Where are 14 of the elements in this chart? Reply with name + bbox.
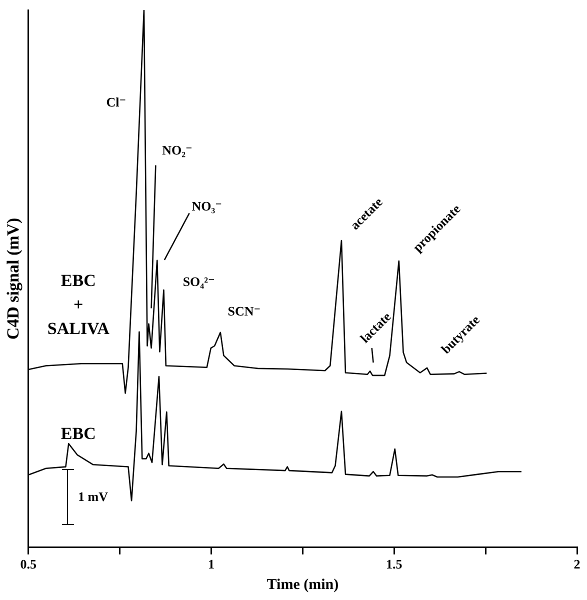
x-axis-title: Time (min) xyxy=(266,576,339,593)
y-axis-title: C4D signal (mV) xyxy=(4,218,23,340)
annotation: SCN⁻ xyxy=(228,303,261,318)
series-label: EBC xyxy=(60,424,96,444)
x-tick-label: 1.5 xyxy=(386,556,403,572)
series-label: EBC + SALIVA xyxy=(47,270,110,338)
annotation: NO₂⁻ xyxy=(162,142,192,158)
annotation: 1 mV xyxy=(78,489,108,505)
x-tick-label: 0.5 xyxy=(20,556,38,572)
x-tick-label: 1 xyxy=(208,556,215,572)
annotation: Cl⁻ xyxy=(106,94,126,110)
annotation: NO₃⁻ xyxy=(192,198,222,214)
annotation: SO₄²⁻ xyxy=(182,274,215,289)
x-tick-label: 2 xyxy=(574,556,580,572)
